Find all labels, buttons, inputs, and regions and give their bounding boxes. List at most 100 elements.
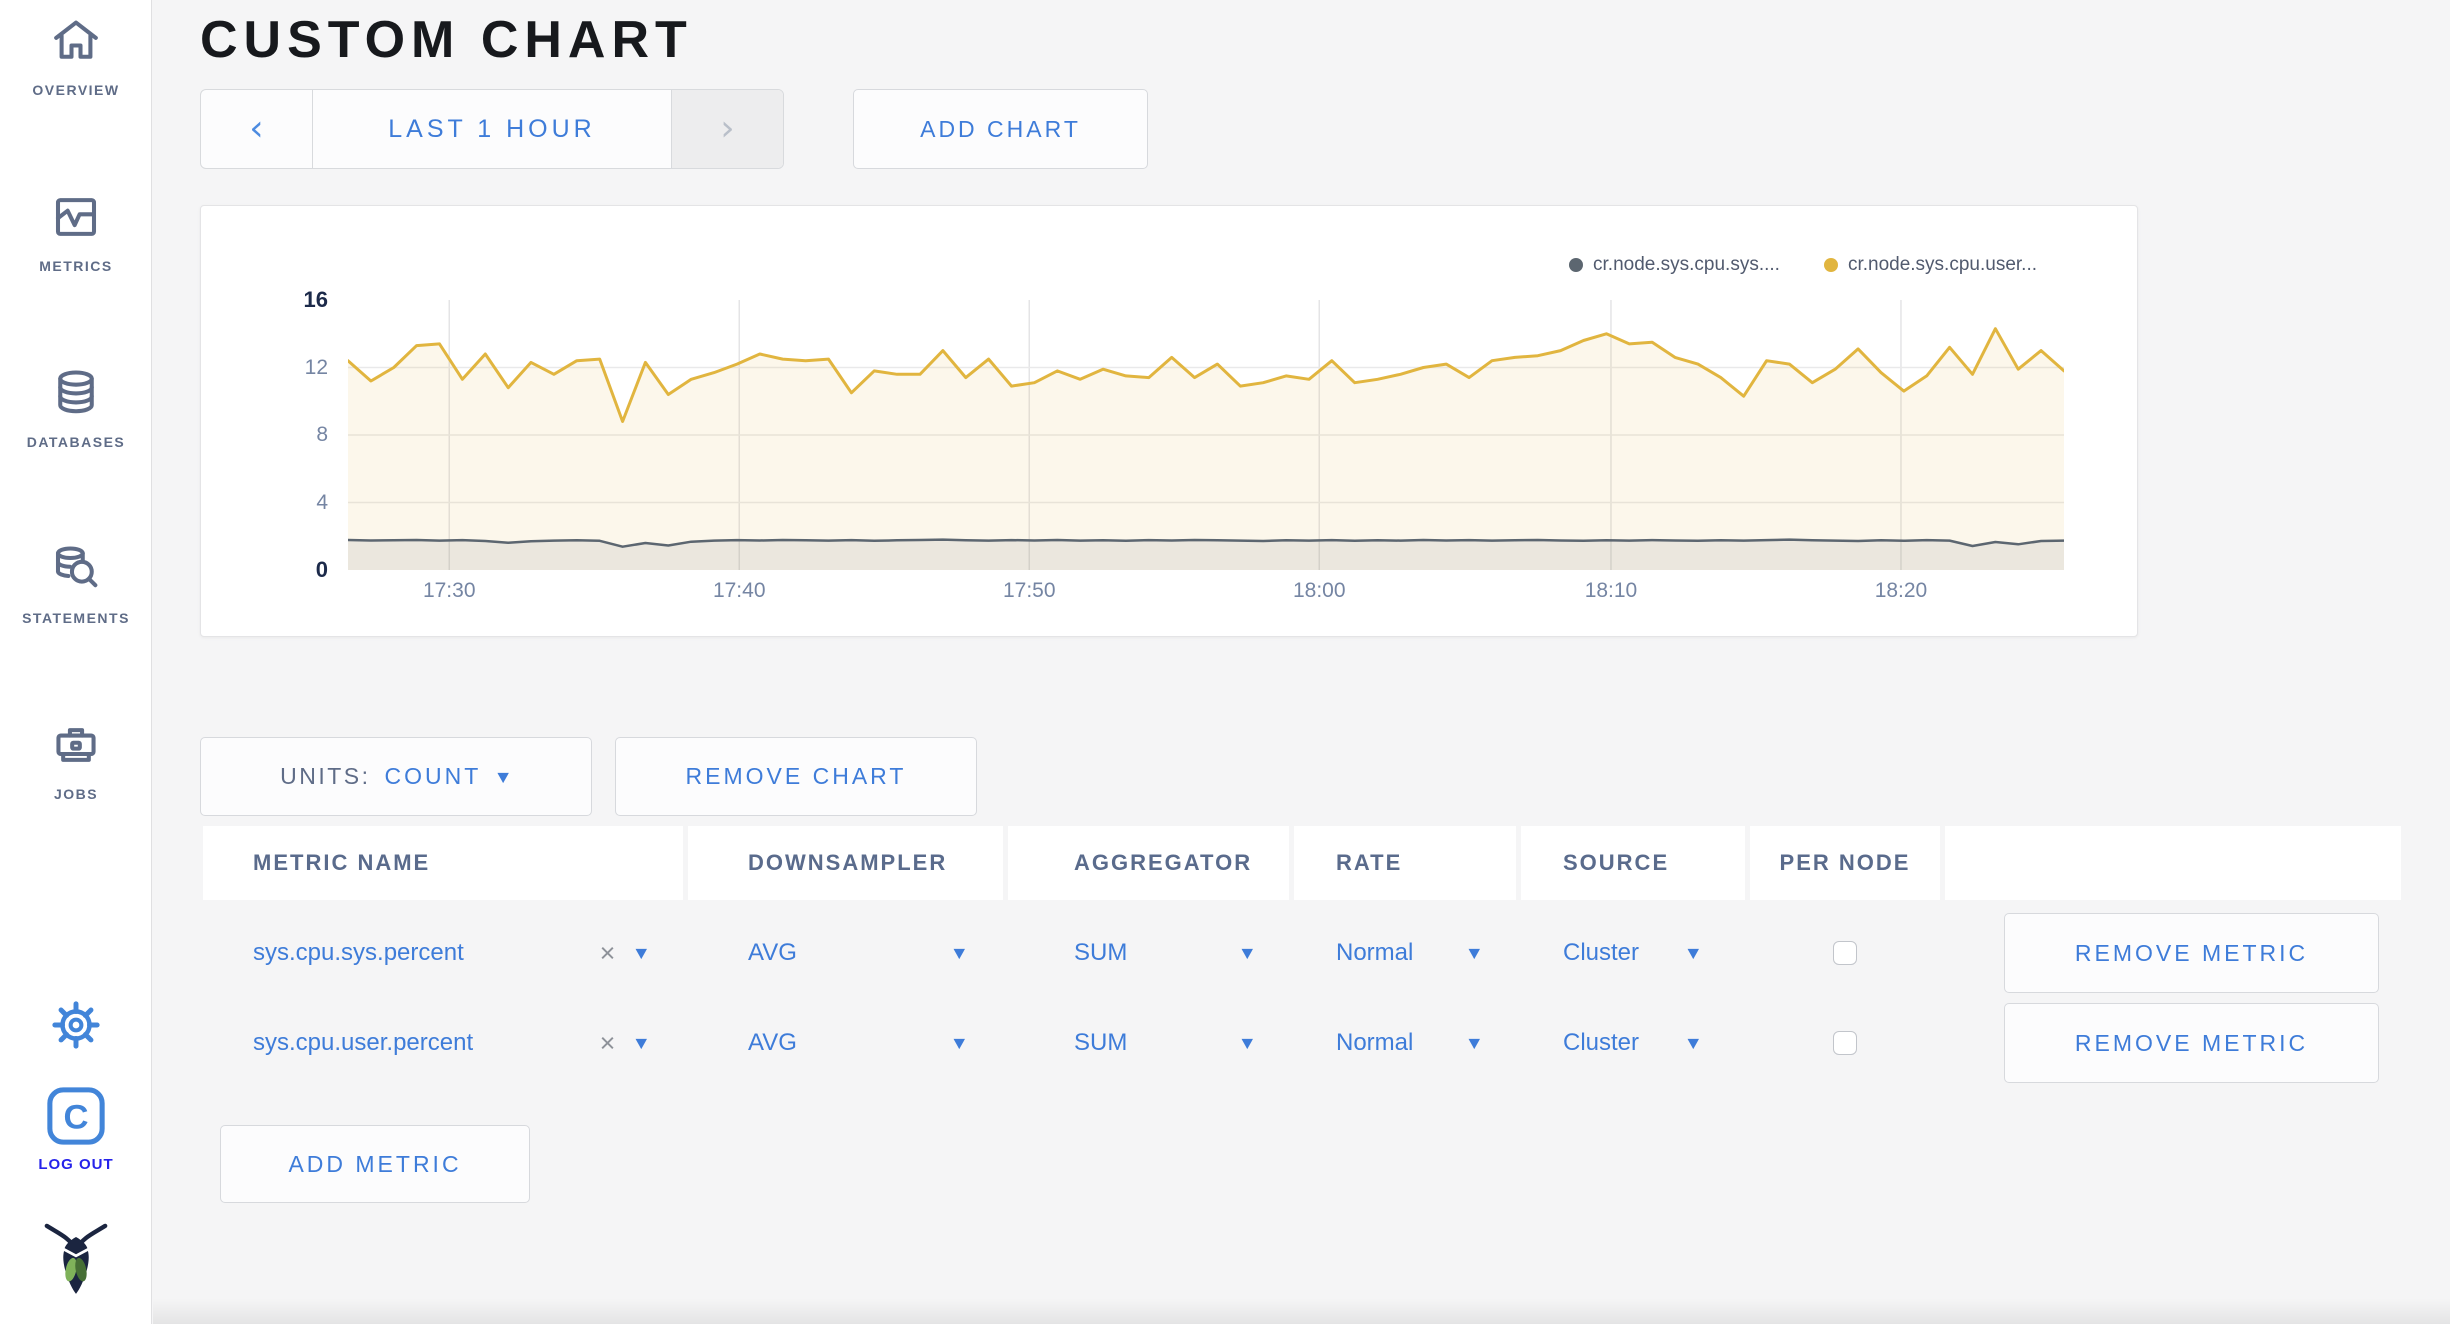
source-select[interactable]: Cluster ▼ bbox=[1521, 1029, 1745, 1057]
downsampler-select[interactable]: AVG ▼ bbox=[688, 939, 1003, 967]
metric-select[interactable]: sys.cpu.user.percent × ▼ bbox=[203, 1029, 683, 1057]
chart-panel: cr.node.sys.cpu.sys.... cr.node.sys.cpu.u… bbox=[200, 205, 2138, 637]
aggregator-select[interactable]: SUM ▼ bbox=[1008, 1029, 1289, 1057]
rate-value: Normal bbox=[1336, 1029, 1414, 1056]
chart-plot-area[interactable] bbox=[346, 300, 2066, 570]
actions-cell: REMOVE METRIC bbox=[1945, 913, 2401, 993]
sidebar-item-overview[interactable]: OVERVIEW bbox=[0, 14, 152, 98]
units-dropdown[interactable]: UNITS: COUNT ▼ bbox=[200, 737, 592, 816]
cockroach-bug-icon bbox=[44, 1223, 108, 1294]
series-line bbox=[346, 538, 2066, 548]
logout-label: LOG OUT bbox=[38, 1156, 114, 1173]
clear-icon[interactable]: × bbox=[599, 937, 616, 968]
aggregator-value: SUM bbox=[1074, 939, 1128, 966]
caret-down-icon: ▼ bbox=[1468, 1034, 1480, 1052]
sidebar-item-label: STATEMENTS bbox=[22, 610, 130, 626]
time-range-selector: ‹ LAST 1 HOUR › bbox=[200, 89, 784, 169]
page-title: CUSTOM CHART bbox=[200, 11, 693, 69]
source-value: Cluster bbox=[1563, 1029, 1640, 1056]
remove-metric-button[interactable]: REMOVE METRIC bbox=[2004, 1003, 2379, 1083]
sidebar-item-label: JOBS bbox=[53, 786, 99, 802]
y-axis-tick-label: 16 bbox=[303, 287, 328, 312]
series-area bbox=[348, 539, 2064, 570]
legend-item[interactable]: cr.node.sys.cpu.sys.... bbox=[1569, 254, 1780, 276]
x-axis-tick-label: 18:20 bbox=[1874, 579, 1928, 602]
col-header-downsampler: DOWNSAMPLER bbox=[688, 826, 1003, 900]
caret-down-icon: ▼ bbox=[1241, 944, 1253, 962]
home-icon bbox=[54, 20, 98, 59]
metric-name-value: sys.cpu.sys.percent bbox=[253, 939, 464, 966]
sidebar-item-databases[interactable]: DATABASES bbox=[0, 366, 152, 450]
series-area bbox=[348, 328, 2064, 570]
time-range-next-button[interactable]: › bbox=[671, 90, 783, 168]
clear-icon[interactable]: × bbox=[599, 1027, 616, 1058]
units-value: COUNT bbox=[384, 763, 482, 789]
statements-icon bbox=[55, 546, 98, 588]
remove-chart-button[interactable]: REMOVE CHART bbox=[615, 737, 977, 816]
col-header-aggregator: AGGREGATOR bbox=[1008, 826, 1289, 900]
sidebar-item-label: METRICS bbox=[39, 258, 113, 274]
per-node-cell bbox=[1750, 1031, 1940, 1055]
x-axis-tick-label: 18:00 bbox=[1292, 579, 1346, 602]
settings-button[interactable] bbox=[0, 998, 152, 1052]
downsampler-value: AVG bbox=[748, 939, 797, 966]
time-range-dropdown[interactable]: LAST 1 HOUR bbox=[388, 114, 596, 143]
downsampler-value: AVG bbox=[748, 1029, 797, 1056]
per-node-checkbox[interactable] bbox=[1833, 941, 1857, 965]
remove-metric-button[interactable]: REMOVE METRIC bbox=[2004, 913, 2379, 993]
metric-name-value: sys.cpu.user.percent bbox=[253, 1029, 474, 1056]
caret-down-icon: ▼ bbox=[953, 944, 965, 962]
col-header-rate: RATE bbox=[1294, 826, 1516, 900]
rate-select[interactable]: Normal ▼ bbox=[1294, 939, 1516, 967]
col-header-source: SOURCE bbox=[1521, 826, 1745, 900]
caret-down-icon: ▼ bbox=[1468, 944, 1480, 962]
y-axis-tick-label: 8 bbox=[316, 423, 328, 446]
col-header-metric-name: METRIC NAME bbox=[203, 826, 683, 900]
rate-value: Normal bbox=[1336, 939, 1414, 966]
per-node-checkbox[interactable] bbox=[1833, 1031, 1857, 1055]
logout-button[interactable]: C LOG OUT bbox=[0, 1084, 152, 1173]
sidebar: OVERVIEW METRICS DATABASES bbox=[0, 0, 152, 1324]
downsampler-select[interactable]: AVG ▼ bbox=[688, 1029, 1003, 1057]
aggregator-select[interactable]: SUM ▼ bbox=[1008, 939, 1289, 967]
sidebar-item-label: OVERVIEW bbox=[32, 82, 120, 98]
add-metric-button[interactable]: ADD METRIC bbox=[220, 1125, 530, 1203]
cockroach-c-icon: C bbox=[47, 1087, 105, 1145]
x-axis: 17:30 17:40 17:50 18:00 18:10 18:20 bbox=[348, 579, 2064, 609]
chevron-left-icon: ‹ bbox=[249, 108, 264, 149]
sidebar-item-jobs[interactable]: JOBS bbox=[0, 718, 152, 802]
y-axis: 0 4 8 12 16 bbox=[201, 287, 328, 582]
sidebar-item-statements[interactable]: STATEMENTS bbox=[0, 542, 152, 626]
y-axis-tick-label: 12 bbox=[304, 355, 328, 379]
line-chart bbox=[346, 300, 2066, 570]
source-value: Cluster bbox=[1563, 939, 1640, 966]
time-range-prev-button[interactable]: ‹ bbox=[201, 90, 313, 168]
caret-down-icon: ▼ bbox=[953, 1034, 965, 1052]
caret-down-icon: ▼ bbox=[1687, 944, 1699, 962]
database-icon bbox=[58, 370, 94, 414]
chevron-right-icon: › bbox=[720, 108, 735, 149]
units-label: UNITS: bbox=[280, 763, 371, 789]
caret-down-icon: ▼ bbox=[635, 1034, 647, 1052]
legend-item[interactable]: cr.node.sys.cpu.user... bbox=[1823, 254, 2037, 276]
x-axis-tick-label: 18:10 bbox=[1584, 579, 1638, 602]
col-header-per-node: PER NODE bbox=[1750, 826, 1940, 900]
rate-select[interactable]: Normal ▼ bbox=[1294, 1029, 1516, 1057]
caret-down-icon: ▼ bbox=[1241, 1034, 1253, 1052]
sidebar-item-label: DATABASES bbox=[26, 434, 126, 450]
sidebar-item-metrics[interactable]: METRICS bbox=[0, 190, 152, 274]
per-node-cell bbox=[1750, 941, 1940, 965]
legend-label: cr.node.sys.cpu.sys.... bbox=[1593, 254, 1780, 275]
source-select[interactable]: Cluster ▼ bbox=[1521, 939, 1745, 967]
gear-icon bbox=[52, 1001, 100, 1049]
metric-select[interactable]: sys.cpu.sys.percent × ▼ bbox=[203, 939, 683, 967]
x-axis-tick-label: 17:50 bbox=[1002, 579, 1056, 602]
svg-text:C: C bbox=[63, 1098, 88, 1136]
col-header-actions bbox=[1945, 826, 2401, 900]
series-line bbox=[346, 327, 2066, 423]
x-axis-tick-label: 17:30 bbox=[422, 579, 476, 602]
add-chart-button[interactable]: ADD CHART bbox=[853, 89, 1148, 169]
y-axis-tick-label: 0 bbox=[315, 557, 328, 582]
chart-legend: cr.node.sys.cpu.sys.... cr.node.sys.cpu.u… bbox=[1569, 254, 2037, 276]
